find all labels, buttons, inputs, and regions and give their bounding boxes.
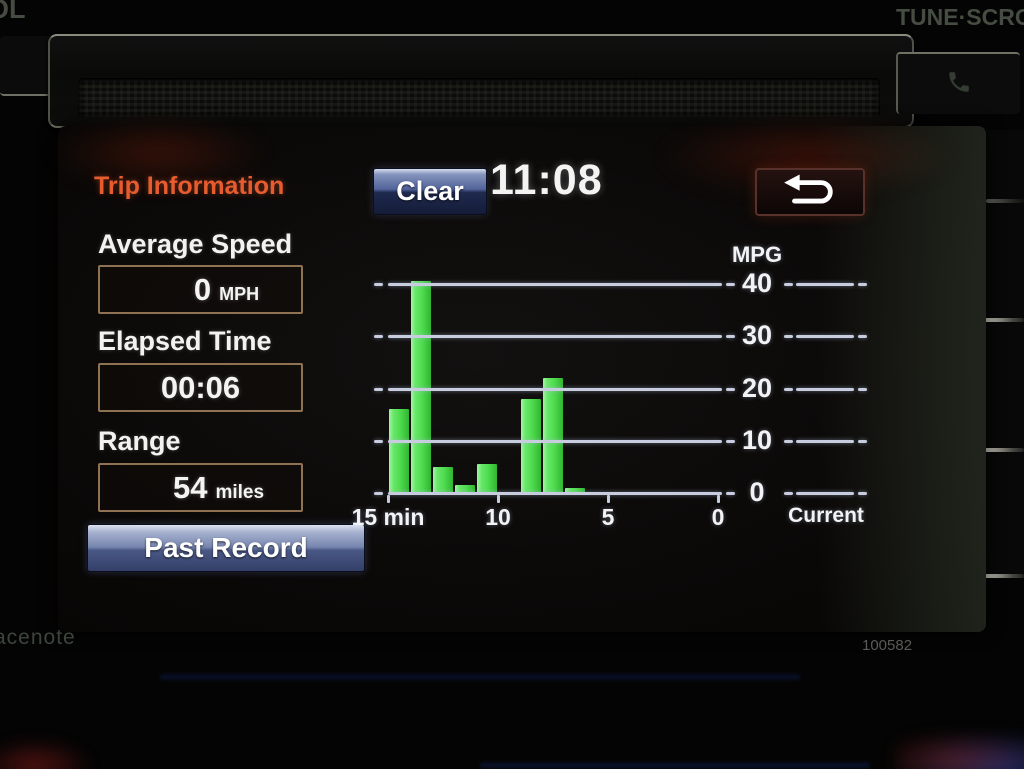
gauge-tick-left	[784, 440, 793, 443]
gauge-tick-left	[784, 388, 793, 391]
page-title: Trip Information	[94, 172, 285, 200]
side-button-edge	[984, 318, 1024, 322]
gauge-tick-left	[784, 335, 793, 338]
side-button-3[interactable]	[986, 322, 1024, 448]
corner-light-blur	[895, 730, 1024, 769]
elapsed-time-label: Elapsed Time	[98, 326, 272, 356]
y-axis-tick-label: 30	[741, 320, 773, 350]
photo-id-number: 100582	[862, 637, 913, 654]
gauge-gridline	[796, 335, 854, 338]
return-arrow-icon	[781, 173, 839, 212]
gauge-gridline	[796, 283, 854, 286]
backlight-bleed	[48, 118, 268, 188]
dash-glow-line	[160, 675, 800, 679]
cd-slot-felt	[78, 78, 880, 118]
grid-tick-left	[374, 440, 383, 443]
grid-tick-left	[374, 335, 383, 338]
y-axis-tick-label: 20	[741, 373, 773, 403]
gridline	[388, 388, 722, 391]
gridline	[388, 440, 722, 443]
range-value: 54	[172, 469, 208, 505]
side-button-edge	[984, 574, 1024, 578]
tune-scroll-knob-label: TUNE·SCRO	[896, 4, 1024, 30]
gauge-tick-left	[784, 492, 793, 495]
past-record-button[interactable]: Past Record	[87, 524, 365, 572]
side-button-edge	[986, 199, 1024, 203]
mpg-bar	[433, 467, 453, 493]
dash-glow-line	[480, 763, 870, 768]
mpg-bar	[565, 488, 585, 493]
range-label: Range	[98, 426, 181, 456]
gauge-tick-right	[858, 440, 867, 443]
photo-watermark: acenote	[0, 626, 76, 649]
mpg-bar	[389, 409, 409, 493]
mpg-bar	[411, 281, 431, 493]
y-axis-tick-label: 40	[741, 268, 773, 298]
range-value-box: 54 miles	[98, 463, 303, 512]
current-column-label: Current	[788, 504, 864, 527]
range-unit: miles	[215, 481, 265, 503]
x-axis-tick-label: 5	[601, 504, 615, 530]
gauge-tick-right	[858, 388, 867, 391]
mpg-bar	[521, 399, 541, 493]
elapsed-time-value: 00:06	[160, 369, 241, 405]
gauge-tick-right	[858, 335, 867, 338]
x-axis-tick	[607, 495, 610, 503]
back-button[interactable]	[755, 168, 865, 216]
grid-tick-left	[374, 492, 383, 495]
elapsed-time-value-box: 00:06	[98, 363, 303, 412]
average-speed-unit: MPH	[219, 283, 260, 304]
gauge-tick-left	[784, 283, 793, 286]
grid-tick-right	[726, 388, 735, 391]
y-axis-tick-label: 0	[749, 477, 765, 507]
y-axis-tick-label: 10	[741, 425, 773, 455]
touchscreen-display: Trip Information Clear 11:08 Average Spe…	[48, 116, 986, 632]
mpg-bar	[543, 378, 563, 493]
mpg-bar	[455, 485, 475, 493]
y-axis-title: MPG	[731, 242, 783, 267]
mpg-bar	[477, 464, 497, 493]
gridline	[388, 335, 722, 338]
gauge-tick-right	[858, 283, 867, 286]
side-button-edge	[984, 448, 1024, 452]
clear-button[interactable]: Clear	[373, 168, 487, 215]
grid-tick-right	[726, 283, 735, 286]
average-speed-label: Average Speed	[98, 229, 293, 259]
x-axis-tick	[717, 495, 720, 503]
side-button-2[interactable]	[986, 203, 1024, 318]
grid-tick-right	[726, 492, 735, 495]
grid-tick-right	[726, 440, 735, 443]
x-axis-tick	[497, 495, 500, 503]
gauge-gridline	[796, 440, 854, 443]
x-axis-tick-label: 10	[485, 504, 511, 530]
grid-tick-left	[374, 283, 383, 286]
gridline	[388, 283, 722, 286]
side-button-1[interactable]	[986, 130, 1024, 199]
gridline	[388, 492, 722, 495]
x-axis-tick	[387, 495, 390, 503]
corner-light-blur	[0, 738, 95, 769]
clock: 11:08	[490, 156, 603, 204]
phone-icon	[946, 69, 972, 100]
volume-knob-label-partial: OL	[0, 0, 26, 24]
x-axis-tick-label: 0	[711, 504, 725, 530]
side-button-4[interactable]	[986, 452, 1024, 574]
phone-button[interactable]	[896, 52, 1020, 114]
grid-tick-left	[374, 388, 383, 391]
average-speed-value: 0	[193, 271, 212, 307]
gauge-gridline	[796, 492, 854, 495]
gauge-gridline	[796, 388, 854, 391]
mpg-history-chart: 40 30 20 10 0 15 min 10 5 0 MPG Current	[58, 126, 986, 632]
grid-tick-right	[726, 335, 735, 338]
x-axis-tick-label: 15 min	[351, 504, 425, 530]
gauge-tick-right	[858, 492, 867, 495]
average-speed-value-box: 0 MPH	[98, 265, 303, 314]
